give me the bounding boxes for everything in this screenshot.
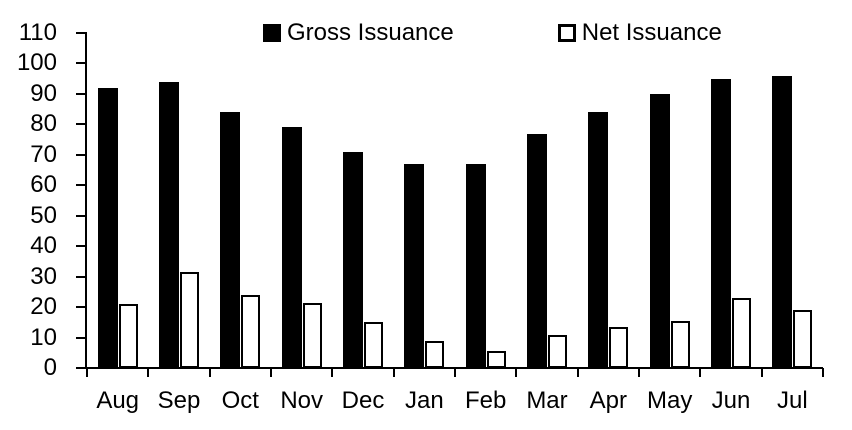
gross-issuance-bar	[588, 112, 609, 368]
gross-issuance-bar	[220, 112, 241, 368]
x-axis-tick	[577, 368, 579, 377]
gross-issuance-bar	[159, 81, 179, 368]
x-axis-tick	[147, 368, 149, 377]
y-axis-tick-label: 20	[30, 293, 57, 321]
x-axis-category-label: Apr	[589, 387, 627, 414]
y-axis-tick	[76, 275, 87, 278]
y-axis-tick-label: 0	[43, 354, 57, 381]
legend-label-gross-issuance: Gross Issuance	[287, 19, 454, 46]
y-axis-tick-label: 40	[30, 232, 57, 260]
net-issuance-bar	[670, 320, 690, 368]
gross-issuance-bar	[527, 133, 547, 368]
y-axis-tick-label: 100	[16, 49, 57, 77]
net-issuance-bar	[364, 322, 383, 368]
x-axis-category-label: Oct	[221, 387, 259, 414]
y-axis-tick-label: 90	[30, 79, 57, 107]
x-axis-tick	[331, 368, 333, 377]
y-axis-tick	[76, 184, 87, 187]
legend-item-net-issuance: Net Issuance	[557, 19, 722, 47]
net-issuance-swatch-icon	[557, 24, 576, 42]
y-axis-line	[85, 33, 87, 369]
y-axis-tick	[76, 367, 87, 369]
legend-item-gross-issuance: Gross Issuance	[263, 19, 454, 47]
gross-issuance-swatch-icon	[263, 24, 281, 42]
x-axis-tick	[209, 368, 211, 377]
net-issuance-bar	[118, 304, 138, 368]
y-axis-tick-label: 10	[30, 323, 57, 351]
y-axis-tick	[76, 123, 87, 126]
net-issuance-bar	[732, 297, 751, 368]
x-axis-tick	[86, 368, 88, 377]
y-axis-tick	[76, 336, 87, 339]
x-axis-category-label: Dec	[341, 387, 385, 414]
y-axis-tick	[76, 214, 87, 217]
x-axis-tick	[761, 368, 763, 377]
gross-issuance-bar	[281, 127, 302, 368]
y-axis-tick-label: 60	[30, 171, 57, 199]
y-axis-tick-label: 30	[30, 262, 57, 290]
x-axis-tick	[270, 368, 272, 377]
y-axis-tick-label: 110	[18, 19, 57, 46]
gross-issuance-bar	[649, 93, 670, 368]
x-axis-category-label: Feb	[464, 387, 507, 414]
net-issuance-bar	[486, 351, 506, 368]
gross-issuance-bar	[465, 163, 486, 368]
y-axis-tick	[76, 92, 87, 95]
net-issuance-bar	[241, 294, 261, 368]
net-issuance-bar	[793, 310, 813, 368]
x-axis-category-label: Jun	[711, 387, 751, 414]
net-issuance-bar	[609, 326, 629, 368]
legend-label-net-issuance: Net Issuance	[581, 19, 722, 46]
x-axis-category-label: Nov	[280, 387, 323, 414]
net-issuance-bar	[302, 302, 322, 368]
x-axis-category-label: May	[646, 387, 693, 414]
net-issuance-bar	[548, 334, 567, 368]
gross-issuance-bar	[772, 75, 793, 368]
x-axis-category-label: Mar	[526, 387, 568, 414]
y-axis-tick-label: 80	[30, 110, 57, 138]
chart-legend: Gross Issuance Net Issuance	[263, 19, 722, 47]
gross-issuance-bar	[711, 78, 731, 368]
net-issuance-bar	[425, 340, 445, 368]
gross-issuance-bar	[343, 151, 363, 368]
y-axis-tick-label: 50	[30, 201, 57, 229]
gross-issuance-bar	[97, 87, 118, 368]
x-axis-category-label: Jul	[776, 387, 808, 414]
x-axis-tick	[638, 368, 640, 377]
x-axis-tick	[822, 368, 824, 377]
y-axis-tick	[76, 62, 87, 65]
y-axis-tick	[76, 32, 87, 34]
x-axis-category-label: Sep	[157, 387, 201, 414]
y-axis-tick	[76, 245, 87, 248]
y-axis-tick	[76, 306, 87, 309]
y-axis-tick-label: 70	[30, 140, 57, 168]
net-issuance-bar	[180, 272, 199, 368]
x-axis-tick	[699, 368, 701, 377]
x-axis-category-label: Aug	[96, 387, 140, 414]
x-axis-category-label: Jan	[404, 387, 444, 414]
y-axis-tick	[76, 153, 87, 156]
gross-issuance-bar	[404, 163, 425, 368]
x-axis-tick	[393, 368, 395, 377]
x-axis-tick	[454, 368, 456, 377]
x-axis-tick	[515, 368, 517, 377]
